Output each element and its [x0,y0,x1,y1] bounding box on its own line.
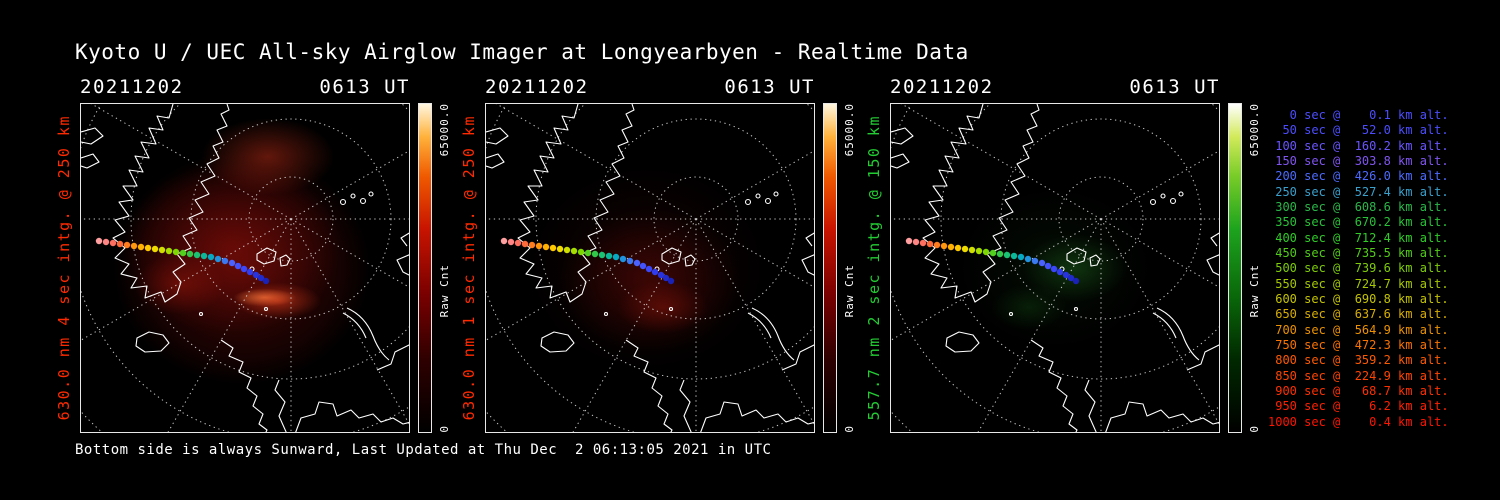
panel-630nm-1sec: 20211202 0613 UT 630.0 nm 1 sec intg. @ … [460,76,865,433]
satellite-track [500,237,675,285]
panel-header: 20211202 0613 UT [80,76,410,98]
colorbar-min: 0 [438,425,451,433]
colorbar-max: 65000.0 [438,103,451,157]
panel-date: 20211202 [485,76,589,98]
panel-time: 0613 UT [319,76,410,98]
legend-row: 700 sec @ 564.9 km alt. [1268,322,1449,337]
legend-row: 1000 sec @ 0.4 km alt. [1268,414,1449,429]
colorbar-title: Raw Cnt [843,264,856,318]
colorbar-title: Raw Cnt [1248,264,1261,318]
panel-time: 0613 UT [1129,76,1220,98]
panel-header: 20211202 0613 UT [890,76,1220,98]
page-title: Kyoto U / UEC All-sky Airglow Imager at … [75,40,969,64]
legend-row: 500 sec @ 739.6 km alt. [1268,261,1449,276]
legend-row: 450 sec @ 735.5 km alt. [1268,245,1449,260]
panel-date: 20211202 [890,76,994,98]
legend-row: 200 sec @ 426.0 km alt. [1268,169,1449,184]
legend-row: 0 sec @ 0.1 km alt. [1268,108,1449,122]
colorbar [1228,103,1242,433]
colorbar [823,103,837,433]
legend-row: 950 sec @ 6.2 km alt. [1268,399,1449,414]
satellite-track [905,237,1080,285]
legend-row: 250 sec @ 527.4 km alt. [1268,184,1449,199]
wavelength-label: 630.0 nm 1 sec intg. @ 250 km [460,115,478,421]
panel-date: 20211202 [80,76,184,98]
wavelength-label: 630.0 nm 4 sec intg. @ 250 km [55,115,73,421]
allsky-image [80,103,410,433]
legend-row: 650 sec @ 637.6 km alt. [1268,307,1449,322]
panel-630nm-4sec: 20211202 0613 UT 630.0 nm 4 sec intg. @ … [55,76,460,433]
legend: 0 sec @ 0.1 km alt. 50 sec @ 52.0 km alt… [1268,108,1449,430]
colorbar-min: 0 [1248,425,1261,433]
colorbar-min: 0 [843,425,856,433]
allsky-image [890,103,1220,433]
colorbar-max: 65000.0 [1248,103,1261,157]
legend-row: 750 sec @ 472.3 km alt. [1268,337,1449,352]
footer-note: Bottom side is always Sunward, Last Upda… [75,442,772,458]
legend-row: 400 sec @ 712.4 km alt. [1268,230,1449,245]
legend-row: 100 sec @ 160.2 km alt. [1268,138,1449,153]
colorbar-title: Raw Cnt [438,264,451,318]
panel-time: 0613 UT [724,76,815,98]
colorbar-labels: 65000.0 Raw Cnt 0 [842,103,857,433]
colorbar-labels: 65000.0 Raw Cnt 0 [437,103,452,433]
legend-row: 50 sec @ 52.0 km alt. [1268,123,1449,138]
legend-row: 900 sec @ 68.7 km alt. [1268,383,1449,398]
legend-row: 550 sec @ 724.7 km alt. [1268,276,1449,291]
legend-row: 850 sec @ 224.9 km alt. [1268,368,1449,383]
legend-row: 150 sec @ 303.8 km alt. [1268,153,1449,168]
legend-row: 600 sec @ 690.8 km alt. [1268,291,1449,306]
satellite-track [95,237,270,285]
panel-header: 20211202 0613 UT [485,76,815,98]
wavelength-label: 557.7 nm 2 sec intg. @ 150 km [865,115,883,421]
allsky-image [485,103,815,433]
panel-557nm-2sec: 20211202 0613 UT 557.7 nm 2 sec intg. @ … [865,76,1270,433]
colorbar-max: 65000.0 [843,103,856,157]
colorbar [418,103,432,433]
legend-row: 800 sec @ 359.2 km alt. [1268,353,1449,368]
legend-row: 300 sec @ 608.6 km alt. [1268,199,1449,214]
colorbar-labels: 65000.0 Raw Cnt 0 [1247,103,1262,433]
legend-row: 350 sec @ 670.2 km alt. [1268,215,1449,230]
